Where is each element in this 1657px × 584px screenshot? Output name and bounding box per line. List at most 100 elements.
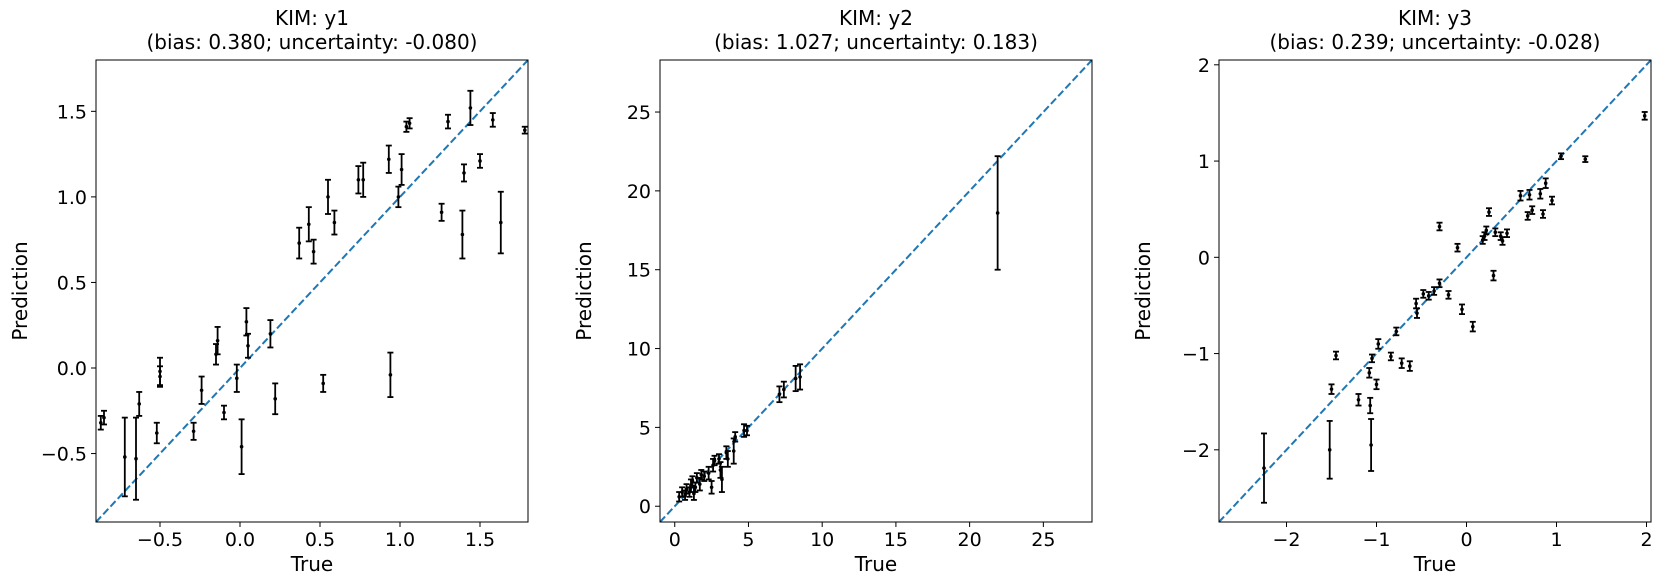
data-point <box>403 120 410 133</box>
data-point <box>1425 291 1432 301</box>
data-point <box>1445 290 1452 300</box>
point-marker <box>239 444 244 449</box>
data-point <box>724 450 731 468</box>
data-point <box>406 117 413 130</box>
data-point <box>711 454 718 467</box>
data-point <box>1524 211 1531 221</box>
data-point <box>1641 111 1648 121</box>
y-tick-label: 0 <box>639 496 651 518</box>
y-axis-label: Prediction <box>572 241 596 340</box>
point-marker <box>1421 292 1426 296</box>
y-tick-label: 15 <box>627 260 651 282</box>
point-marker <box>995 211 1000 215</box>
point-marker <box>446 119 450 124</box>
point-marker <box>246 343 250 348</box>
data-point <box>1373 378 1380 391</box>
chart-subtitle: (bias: 0.239; uncertainty: -0.028) <box>1270 30 1601 54</box>
data-point <box>459 209 466 260</box>
point-marker <box>307 222 311 227</box>
y-tick-label: 0.5 <box>57 272 87 294</box>
x-tick-label: 2 <box>1640 529 1652 551</box>
y-axis-label: Prediction <box>8 241 32 340</box>
data-point <box>296 226 303 260</box>
data-point <box>387 351 394 398</box>
point-marker <box>1559 154 1563 159</box>
point-marker <box>1527 192 1532 197</box>
data-point <box>1542 177 1549 189</box>
y-tick-label: 1 <box>1198 151 1210 173</box>
y-tick-label: 25 <box>627 102 651 124</box>
data-point <box>698 469 705 481</box>
data-point <box>1549 195 1555 206</box>
point-marker <box>798 375 802 379</box>
point-marker <box>693 485 698 490</box>
x-tick-label: 0 <box>1460 529 1472 551</box>
data-point <box>994 155 1001 271</box>
data-point <box>221 404 227 421</box>
data-point <box>477 153 483 169</box>
point-marker <box>1487 210 1491 214</box>
point-marker <box>1356 397 1361 402</box>
point-marker <box>1471 324 1475 329</box>
data-point <box>214 326 221 356</box>
data-point <box>1406 360 1413 372</box>
x-tick-label: 0.0 <box>225 529 255 551</box>
data-point <box>1469 320 1476 333</box>
x-tick-label: 20 <box>958 529 982 551</box>
point-marker <box>1334 353 1338 358</box>
point-marker <box>1484 228 1489 233</box>
data-point <box>743 424 750 437</box>
point-marker <box>1460 307 1464 312</box>
data-point <box>489 112 496 128</box>
point-marker <box>720 477 724 482</box>
x-tick-label: 1 <box>1550 529 1562 551</box>
y-tick-label: 10 <box>627 339 651 361</box>
y-tick-label: 20 <box>627 181 651 203</box>
point-marker <box>462 171 466 175</box>
point-marker <box>1455 245 1460 250</box>
point-marker <box>244 320 249 324</box>
point-marker <box>777 392 782 397</box>
reference-line <box>96 60 528 522</box>
point-marker <box>396 195 401 199</box>
data-point <box>467 89 474 126</box>
data-point <box>1504 228 1510 239</box>
point-marker <box>1525 214 1530 218</box>
data-point <box>730 437 737 465</box>
data-point <box>521 125 528 135</box>
data-point <box>780 380 787 399</box>
point-marker <box>123 455 127 459</box>
data-point <box>1414 307 1420 319</box>
data-point <box>1368 418 1375 472</box>
data-point <box>1393 326 1400 337</box>
point-marker <box>1369 443 1373 447</box>
point-marker <box>102 415 106 420</box>
point-marker <box>199 388 204 393</box>
point-marker <box>387 157 391 162</box>
point-marker <box>1541 212 1545 216</box>
data-point <box>1375 338 1382 350</box>
point-marker <box>137 402 141 406</box>
point-marker <box>439 210 444 215</box>
point-marker <box>478 159 482 163</box>
chart-title: KIM: y2 <box>839 6 913 30</box>
chart-subtitle: (bias: 0.380; uncertainty: -0.080) <box>147 30 478 54</box>
point-marker <box>326 195 330 199</box>
point-marker <box>706 471 711 475</box>
point-marker <box>1505 231 1509 236</box>
chart-panel-2: KIM: y2(bias: 1.027; uncertainty: 0.183)… <box>572 6 1093 576</box>
point-marker <box>709 485 714 490</box>
data-point <box>1261 432 1267 504</box>
point-marker <box>1518 193 1523 198</box>
data-point <box>395 185 402 209</box>
y-tick-label: −1 <box>1182 344 1210 366</box>
x-axis-label: True <box>290 552 333 576</box>
point-marker <box>1437 281 1442 286</box>
data-point <box>320 373 327 393</box>
point-marker <box>1368 403 1372 408</box>
point-marker <box>388 373 393 377</box>
data-point <box>325 178 331 215</box>
data-point <box>1436 278 1443 289</box>
point-marker <box>134 456 138 461</box>
data-point <box>1492 227 1499 238</box>
